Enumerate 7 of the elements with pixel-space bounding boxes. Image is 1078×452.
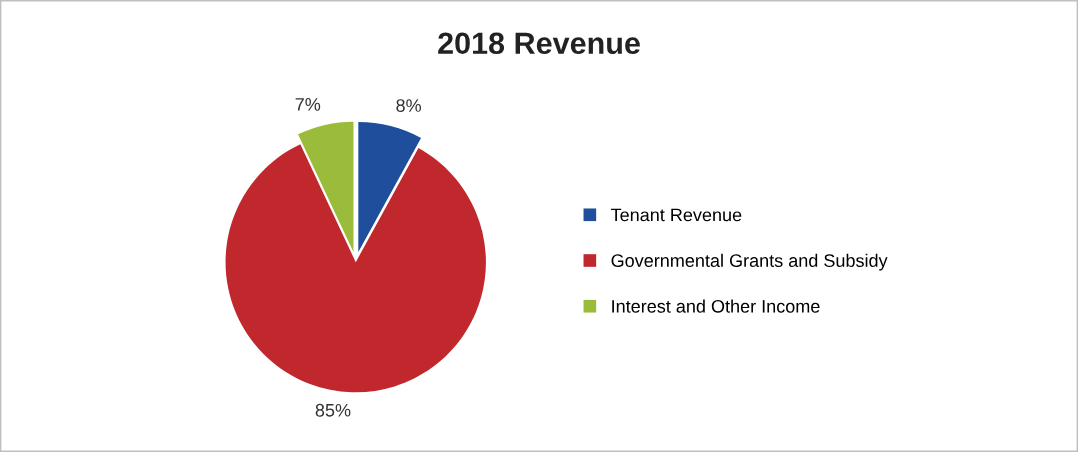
data-label: 7% bbox=[295, 98, 321, 111]
data-label: 8% bbox=[396, 99, 422, 112]
legend-label: Interest and Other Income bbox=[612, 299, 820, 313]
chart-title: 2018 Revenue bbox=[438, 32, 640, 55]
legend-label: Tenant Revenue bbox=[611, 208, 742, 222]
data-label: 85% bbox=[315, 403, 351, 417]
legend-label: Governmental Grants and Subsidy bbox=[611, 253, 888, 271]
